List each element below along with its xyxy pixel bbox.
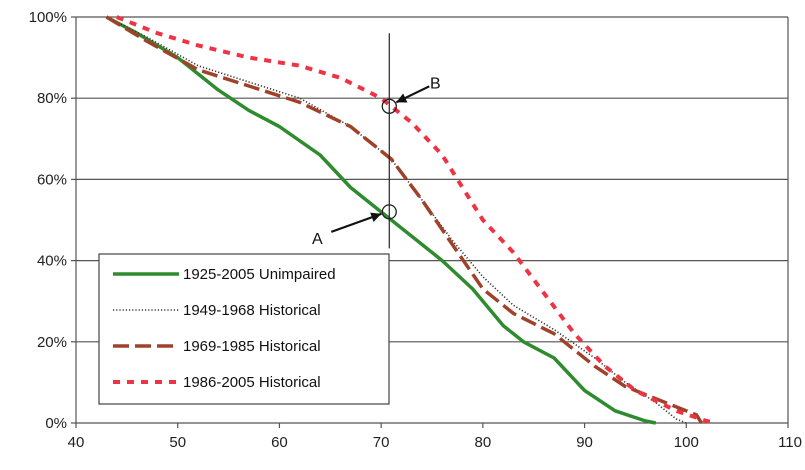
x-tick-label: 80	[475, 434, 492, 451]
x-tick-label: 90	[576, 434, 593, 451]
legend: 1925-2005 Unimpaired 1949-1968 Historical…	[98, 253, 390, 405]
series-line-3	[105, 15, 703, 424]
x-tick-label: 40	[68, 434, 85, 451]
annotation-circle	[381, 204, 397, 220]
legend-label: 1986-2005 Historical	[183, 374, 321, 391]
series-layer	[105, 15, 718, 425]
x-tick-label: 100	[674, 434, 699, 451]
x-tick-label: 50	[169, 434, 186, 451]
y-tick-label: 60%	[37, 171, 67, 188]
y-tick-label: 80%	[37, 90, 67, 107]
plot-area	[75, 17, 789, 423]
x-tick-label: 70	[373, 434, 390, 451]
legend-box	[98, 253, 390, 405]
annotation-arrowhead	[370, 212, 382, 222]
series-line-1	[105, 15, 657, 425]
annotation-label-a: A	[312, 231, 323, 248]
legend-label: 1949-1968 Historical	[183, 302, 321, 319]
y-tick-label: 20%	[37, 334, 67, 351]
annotation-circle	[381, 98, 397, 114]
y-tick-label: 100%	[29, 9, 67, 26]
x-axis: 40 50 60 70 80 90 100 110	[68, 423, 802, 451]
annotation-arrowhead	[396, 93, 408, 103]
x-tick-label: 60	[271, 434, 288, 451]
y-tick-label: 40%	[37, 253, 67, 270]
x-tick-label: 110	[778, 434, 802, 451]
annotation-label-b: B	[430, 75, 441, 92]
y-tick-label: 0%	[45, 415, 67, 432]
legend-label: 1925-2005 Unimpaired	[183, 266, 336, 283]
y-axis: 0% 20% 40% 60% 80% 100%	[29, 9, 76, 432]
annotation-layer: AB	[312, 33, 441, 249]
legend-label: 1969-1985 Historical	[183, 338, 321, 355]
